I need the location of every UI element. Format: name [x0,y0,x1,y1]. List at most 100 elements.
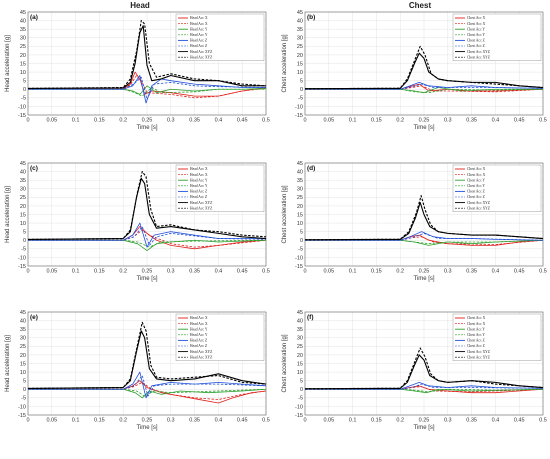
x-tick-label: 0.4 [215,418,223,424]
y-tick-label: 15 [20,212,26,218]
series-line [28,380,267,404]
series-line [28,371,267,399]
y-tick-label: 40 [20,318,26,324]
legend-entry: Head Acc X [190,16,208,20]
x-tick-label: 0.4 [215,269,223,275]
legend-entry: Head Acc Z [190,190,207,194]
y-tick-label: 15 [297,61,303,67]
x-axis-label: Time [s] [413,125,434,131]
x-tick-label: 0.2 [119,418,127,424]
legend-entry: Head Acc XYZ [190,350,212,354]
chart-panel: 0 0.05 0.1 0.15 0.2 0.25 0.3 0.35 0.4 0.45 0.5 -15 -… [5,10,270,131]
x-tick-label: 0.25 [419,418,430,424]
y-tick-label: 20 [297,353,303,359]
y-tick-label: 20 [20,353,26,359]
legend-entry: Head Acc X [190,322,208,326]
x-tick-label: 0.5 [262,118,270,124]
panel-label: (f) [307,314,314,321]
y-axis-label: Head acceleration [g] [5,186,11,243]
chart-panel: 0 0.05 0.1 0.15 0.2 0.25 0.3 0.35 0.4 0.45 0.5 -15 -… [5,310,270,431]
legend-box [175,313,265,361]
legend-entry: Head Acc Z [190,195,207,199]
legend-entry: Chest Acc Z [467,190,485,194]
y-tick-label: 5 [23,379,26,385]
legend-entry: Head Acc XYZ [190,201,212,205]
y-tick-label: -5 [21,247,26,253]
y-tick-label: 10 [20,70,26,76]
x-tick-label: 0 [26,418,29,424]
legend-entry: Chest Acc X [467,173,486,177]
y-tick-label: -15 [295,413,303,419]
x-tick-label: 0.05 [323,118,334,124]
series-line [28,75,266,104]
x-tick-label: 0.5 [262,269,270,275]
legend-entry: Head Acc XYZ [190,50,212,54]
panel-label: (a) [30,14,38,21]
legend-entry: Chest Acc Y [467,333,485,337]
series-line [27,171,267,240]
legend-entry: Chest Acc X [467,322,486,326]
y-tick-label: 15 [297,361,303,367]
y-tick-label: 25 [20,344,26,350]
series-line [28,87,266,97]
x-tick-label: 0.3 [444,269,452,275]
x-tick-label: 0.45 [514,118,525,124]
x-tick-label: 0.1 [349,118,357,124]
chart-panel: 0 0.05 0.1 0.15 0.2 0.25 0.3 0.35 0.4 0.45 0.5 -15 -… [5,161,270,282]
legend-box [452,164,542,212]
x-tick-label: 0.15 [94,418,105,424]
series-line [304,354,544,390]
x-tick-label: 0.2 [396,418,404,424]
x-tick-label: 0.45 [514,269,525,275]
y-tick-label: 40 [20,169,26,175]
y-tick-label: 45 [297,10,303,16]
y-tick-label: -5 [298,396,303,402]
legend-box [452,13,542,61]
x-tick-label: 0.05 [323,418,334,424]
series-line [27,177,267,240]
legend-entry: Chest Acc X [467,22,486,26]
y-tick-label: 45 [297,310,303,316]
y-tick-label: 20 [20,204,26,210]
y-tick-label: 35 [297,327,303,333]
y-axis-label: Head acceleration [g] [5,35,11,92]
legend-entry: Head Acc Y [190,33,208,37]
x-tick-label: 0.35 [189,418,200,424]
chart-panel: 0 0.05 0.1 0.15 0.2 0.25 0.3 0.35 0.4 0.45 0.5 -15 -… [282,310,547,431]
y-axis-label: Chest acceleration [g] [282,185,288,243]
legend-entry: Head Acc XYZ [190,355,212,359]
legend-entry: Head Acc Z [190,344,207,348]
legend-entry: Head Acc X [190,173,208,177]
series-line [28,388,267,397]
series-line [28,239,267,248]
x-tick-label: 0.1 [72,418,80,424]
series-line [305,83,544,90]
x-tick-label: 0.35 [466,118,477,124]
x-tick-label: 0.15 [371,118,382,124]
x-tick-label: 0.35 [189,118,200,124]
legend-entry: Head Acc Y [190,327,208,331]
y-axis-label: Head acceleration [g] [5,335,11,392]
y-tick-label: 0 [23,387,26,393]
series-line [304,201,544,241]
legend-entry: Chest Acc Y [467,27,485,31]
legend-entry: Chest Acc Y [467,33,485,37]
panel-label: (e) [30,314,38,321]
legend-entry: Chest Acc XYZ [467,55,490,59]
y-tick-label: 0 [23,87,26,93]
legend-entry: Head Acc Y [190,178,208,182]
x-tick-label: 0.3 [167,118,175,124]
chart-panels: 0 0.05 0.1 0.15 0.2 0.25 0.3 0.35 0.4 0.45 0.5-15-… [5,10,547,431]
y-tick-label: 20 [297,204,303,210]
y-tick-label: 30 [20,187,26,193]
legend-box [175,13,265,61]
y-tick-label: 10 [297,221,303,227]
series-line [28,76,267,100]
x-tick-label: 0.3 [444,118,452,124]
x-tick-label: 0.4 [215,118,223,124]
axes-frame [304,11,544,116]
y-tick-label: -15 [18,113,26,119]
x-tick-label: 0 [303,418,306,424]
y-tick-label: -5 [21,396,26,402]
